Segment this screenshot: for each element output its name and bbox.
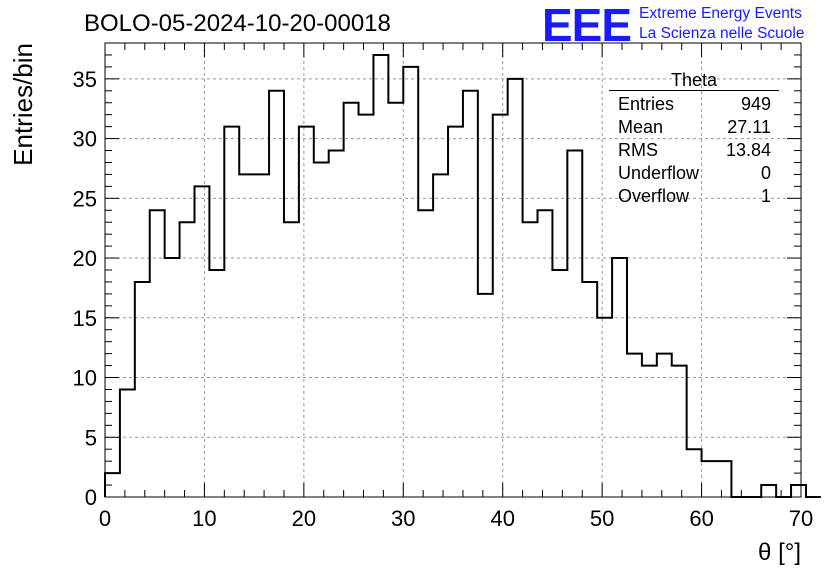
x-tick-label: 50: [590, 506, 614, 531]
stat-value: 1: [760, 186, 771, 206]
stat-label: RMS: [618, 140, 658, 160]
stat-row-overflow: Overflow 1: [609, 185, 779, 208]
stat-label: Entries: [618, 94, 675, 114]
x-tick-label: 10: [192, 506, 216, 531]
y-tick-label: 30: [73, 127, 97, 152]
stat-label: Underflow: [618, 163, 700, 183]
stats-divider: [609, 90, 779, 91]
stat-value: 0: [760, 163, 771, 183]
x-tick-label: 40: [490, 506, 514, 531]
logo-line-2: La Scienza nelle Scuole: [639, 25, 805, 42]
stat-label: Overflow: [618, 186, 690, 206]
stat-value: 27.11: [727, 117, 771, 137]
x-tick-label: 70: [789, 506, 813, 531]
run-title: BOLO-05-2024-10-20-00018: [84, 10, 391, 37]
y-tick-label: 35: [73, 67, 97, 92]
y-tick-label: 20: [73, 246, 97, 271]
stat-row-mean: Mean 27.11: [609, 116, 779, 139]
stat-row-rms: RMS 13.84: [609, 139, 779, 162]
stat-value: 949: [740, 94, 771, 114]
x-tick-label: 30: [391, 506, 415, 531]
y-tick-label: 25: [73, 186, 97, 211]
plot-frame: [104, 42, 802, 498]
histogram-series-theta: [104, 53, 821, 498]
stats-box: Theta Entries 949 Mean 27.11 RMS 13.84 U…: [609, 70, 779, 208]
x-tick-label: 20: [292, 506, 316, 531]
logo-line-1: Extreme Energy Events: [639, 5, 802, 22]
y-axis-label: Entries/bin: [8, 43, 38, 166]
y-tick-label: 15: [73, 306, 97, 331]
stat-row-underflow: Underflow 0: [609, 162, 779, 185]
y-tick-label: 10: [73, 366, 97, 391]
y-tick-label: 5: [85, 425, 97, 450]
stat-label: Mean: [618, 117, 664, 137]
stat-value: 13.84: [725, 140, 771, 160]
x-axis-label: θ [°]: [758, 539, 801, 566]
logo-text: Extreme Energy Events La Scienza nelle S…: [639, 4, 804, 44]
x-tick-label: 0: [99, 506, 111, 531]
x-tick-label: 60: [689, 506, 713, 531]
eee-logo: EEE Extreme Energy Events La Scienza nel…: [542, 2, 805, 48]
stats-title: Theta: [670, 70, 718, 90]
logo-mark: EEE: [542, 0, 632, 51]
y-tick-label: 0: [85, 485, 97, 510]
stat-row-entries: Entries 949: [609, 93, 779, 116]
